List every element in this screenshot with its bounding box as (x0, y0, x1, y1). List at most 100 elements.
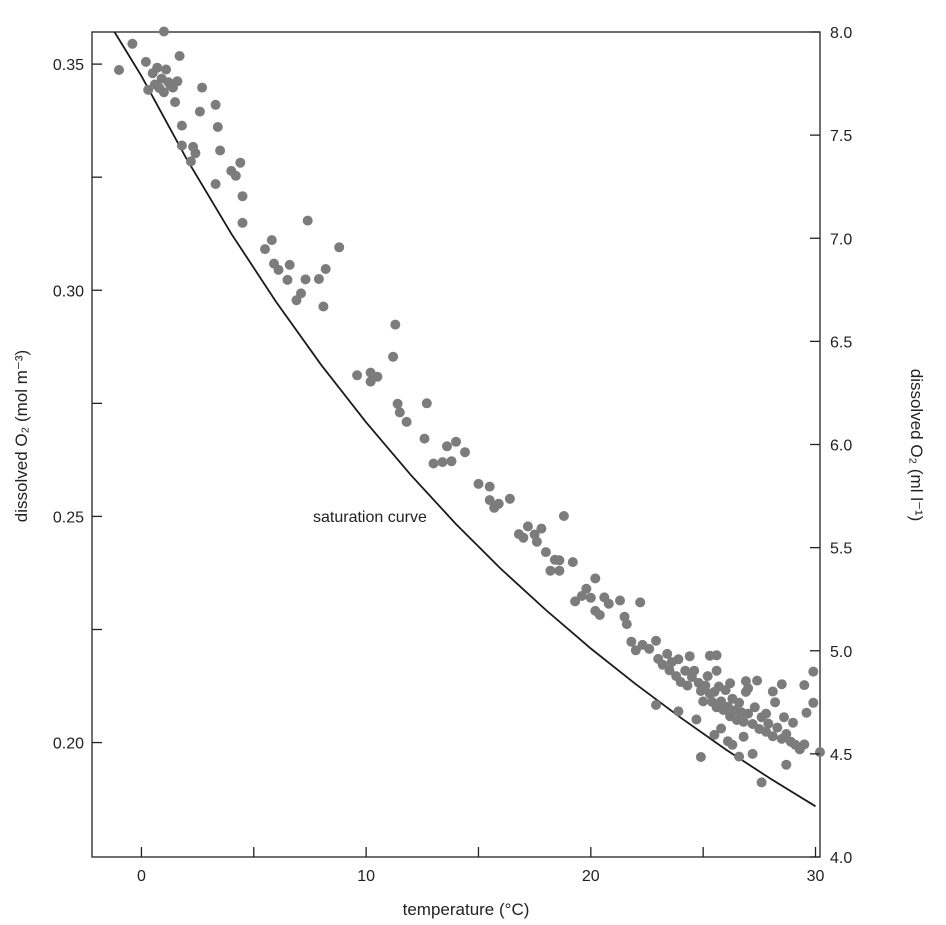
x-axis-title: temperature (°C) (403, 900, 530, 919)
data-point (388, 351, 399, 362)
right-tick-label-7.0: 7.0 (830, 231, 852, 248)
data-point (212, 122, 223, 132)
data-point (260, 244, 270, 255)
data-point (197, 82, 208, 93)
left-y-axis: 0.20 0.25 0.30 0.35 (53, 57, 102, 753)
data-point (392, 398, 403, 409)
data-point (799, 739, 810, 750)
data-point (799, 680, 810, 691)
data-point (282, 274, 293, 285)
data-point (158, 87, 169, 98)
data-point (594, 610, 605, 620)
x-axis: 0 10 20 30 (137, 847, 825, 885)
data-point (801, 707, 812, 718)
right-tick-label-5.5: 5.5 (830, 541, 852, 558)
data-point (808, 697, 819, 708)
data-point (673, 706, 684, 717)
data-point (442, 441, 452, 452)
data-point (140, 56, 151, 67)
data-point (176, 140, 187, 151)
data-point (172, 76, 183, 87)
data-point (635, 597, 646, 608)
data-point (558, 511, 569, 521)
data-point (779, 712, 789, 723)
data-point (772, 722, 783, 733)
data-point (657, 659, 668, 670)
data-point (522, 521, 533, 532)
data-point (651, 635, 661, 646)
data-point (734, 751, 745, 762)
data-point (770, 697, 781, 708)
data-point (170, 97, 181, 108)
data-point (716, 723, 727, 734)
data-point (788, 717, 798, 728)
left-tick-label-0.25: 0.25 (53, 509, 84, 526)
data-point (531, 536, 542, 547)
data-point (174, 51, 185, 61)
data-point (815, 747, 825, 758)
data-point (695, 752, 706, 762)
data-point (747, 748, 758, 759)
data-point (808, 666, 819, 677)
data-point (554, 565, 565, 576)
left-tick-label-0.30: 0.30 (53, 283, 84, 300)
data-point (711, 650, 722, 661)
data-point (545, 565, 556, 576)
data-point (763, 718, 774, 729)
data-point (127, 38, 138, 49)
right-tick-label-6.5: 6.5 (830, 334, 852, 351)
data-point (419, 433, 430, 444)
data-point (567, 557, 578, 568)
data-point (194, 106, 205, 117)
data-point (662, 648, 673, 659)
data-point (781, 729, 792, 739)
data-point (493, 498, 504, 509)
data-point (554, 555, 565, 566)
x-tick-label-10: 10 (357, 868, 375, 885)
data-point (273, 264, 284, 275)
data-point (318, 301, 329, 312)
data-point (230, 170, 241, 181)
data-point (394, 407, 405, 418)
data-point (722, 736, 733, 747)
data-point (644, 643, 655, 654)
right-tick-label-4.5: 4.5 (830, 747, 852, 764)
data-point (437, 457, 448, 468)
data-point (680, 665, 691, 676)
data-point (651, 700, 661, 710)
data-point (237, 217, 248, 228)
left-tick-label-0.35: 0.35 (53, 57, 84, 74)
data-point (284, 259, 295, 270)
data-point (752, 675, 763, 686)
data-point (725, 678, 736, 689)
x-tick-label-0: 0 (137, 868, 146, 885)
data-point (767, 731, 778, 742)
data-point (518, 532, 529, 543)
right-tick-label-8.0: 8.0 (830, 25, 852, 42)
data-point (372, 371, 383, 382)
data-point (484, 495, 495, 506)
right-y-axis-title: dissolved O₂ (ml l⁻¹) (907, 369, 926, 522)
data-point (302, 215, 313, 226)
data-point (626, 636, 637, 647)
left-tick-label-0.20: 0.20 (53, 736, 84, 753)
data-point (300, 274, 311, 285)
data-point (767, 686, 778, 697)
curve-annotation: saturation curve (313, 509, 427, 526)
data-point (320, 264, 331, 274)
data-point (504, 493, 515, 504)
data-point (266, 235, 277, 246)
data-point (446, 456, 457, 467)
data-point (114, 65, 124, 75)
data-point (152, 62, 163, 73)
data-point (428, 458, 439, 469)
data-point (756, 777, 767, 788)
data-point (536, 523, 547, 534)
data-point (689, 665, 700, 676)
saturation-curve-group (113, 31, 816, 808)
data-point (421, 398, 432, 409)
data-point (781, 759, 792, 770)
data-point (237, 191, 248, 202)
data-point (711, 665, 722, 676)
data-point (691, 714, 702, 725)
